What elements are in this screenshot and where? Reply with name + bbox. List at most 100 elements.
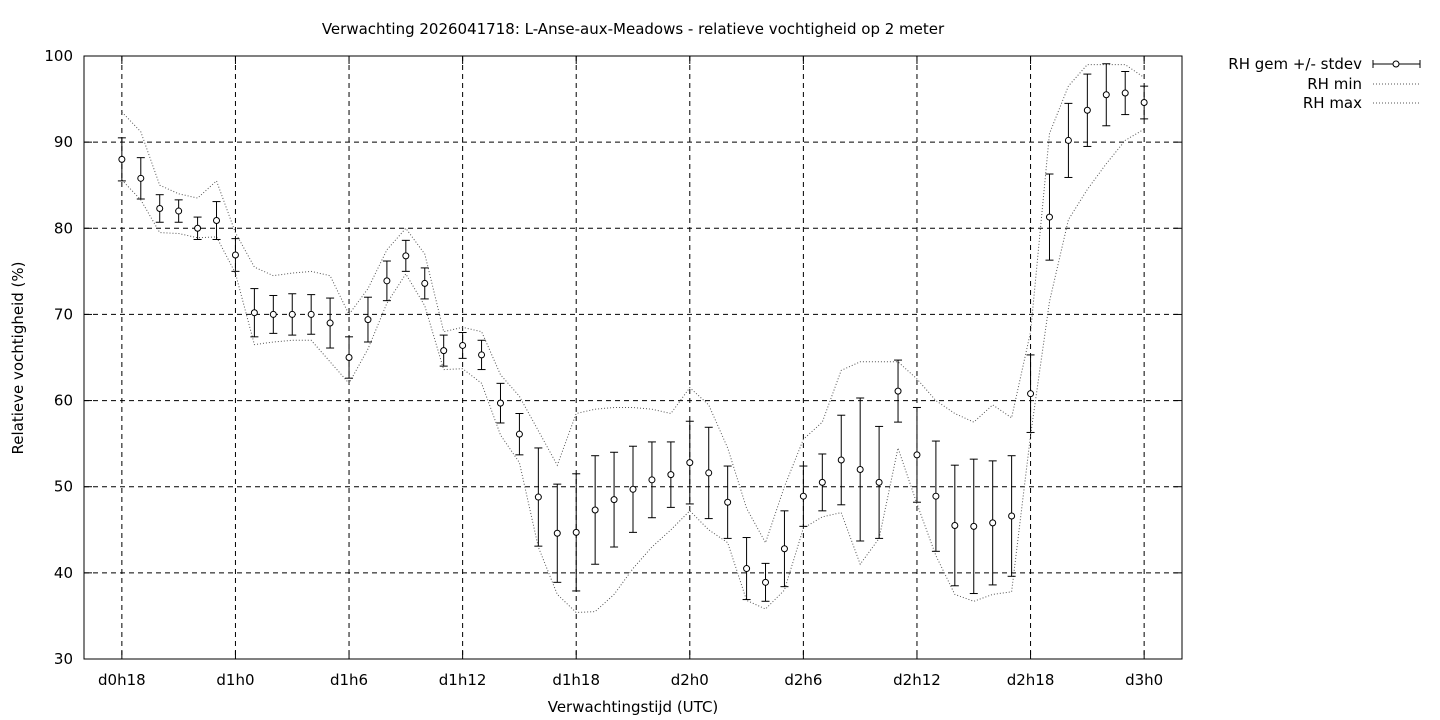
y-tick-label: 80 bbox=[54, 219, 73, 237]
error-bar-point bbox=[194, 217, 202, 239]
data-point bbox=[346, 355, 352, 361]
legend-label: RH max bbox=[1303, 94, 1362, 112]
data-point bbox=[138, 175, 144, 181]
data-point bbox=[725, 499, 731, 505]
data-point bbox=[630, 486, 636, 492]
data-point bbox=[744, 566, 750, 572]
data-point bbox=[535, 494, 541, 500]
error-bar-point bbox=[1121, 72, 1129, 115]
data-point bbox=[441, 348, 447, 354]
error-bar-point bbox=[288, 294, 296, 335]
error-bar-point bbox=[421, 268, 429, 299]
data-point bbox=[706, 470, 712, 476]
error-bar-point bbox=[1027, 355, 1035, 433]
data-point bbox=[1009, 513, 1015, 519]
error-bar-point bbox=[837, 415, 845, 505]
y-axis-label: Relatieve vochtigheid (%) bbox=[9, 261, 27, 454]
error-bar-point bbox=[610, 452, 618, 547]
x-axis: d0h18 d1h0 d1h6 d1h12 d1h18 d2h0 d2h6 d2h12 d2h1… bbox=[98, 56, 1163, 689]
data-point bbox=[857, 466, 863, 472]
error-bar-point bbox=[213, 202, 221, 240]
data-point bbox=[933, 493, 939, 499]
y-tick-label: 50 bbox=[54, 478, 73, 496]
error-bar-point bbox=[913, 407, 921, 502]
data-point bbox=[914, 452, 920, 458]
y-tick-label: 40 bbox=[54, 564, 73, 582]
error-bar-point bbox=[496, 383, 504, 423]
chart-title: Verwachting 2026041718: L-Anse-aux-Meado… bbox=[322, 20, 945, 38]
error-bar-point bbox=[970, 459, 978, 593]
x-tick-label: d2h18 bbox=[1007, 671, 1055, 689]
data-point bbox=[819, 479, 825, 485]
error-bar-point bbox=[667, 442, 675, 507]
x-tick-label: d1h18 bbox=[552, 671, 600, 689]
data-point bbox=[1084, 107, 1090, 113]
error-bar-point bbox=[1083, 74, 1091, 146]
data-point bbox=[895, 388, 901, 394]
data-point bbox=[403, 253, 409, 259]
data-point bbox=[365, 317, 371, 323]
data-point bbox=[308, 311, 314, 317]
error-bar-point bbox=[1008, 456, 1016, 577]
data-point bbox=[422, 280, 428, 286]
error-bar-point bbox=[250, 289, 258, 337]
data-point bbox=[497, 400, 503, 406]
x-tick-label: d2h0 bbox=[671, 671, 709, 689]
data-point bbox=[157, 205, 163, 211]
data-point bbox=[1028, 391, 1034, 397]
data-point bbox=[1122, 90, 1128, 96]
error-bar-point bbox=[856, 398, 864, 541]
data-point bbox=[668, 472, 674, 478]
error-bar-point bbox=[1045, 174, 1053, 260]
data-point bbox=[971, 523, 977, 529]
data-point bbox=[176, 208, 182, 214]
x-axis-label: Verwachtingstijd (UTC) bbox=[548, 698, 719, 716]
error-bar-point bbox=[1064, 103, 1072, 177]
error-bar-point bbox=[780, 511, 788, 587]
y-tick-label: 100 bbox=[44, 47, 73, 65]
x-tick-label: d1h0 bbox=[216, 671, 254, 689]
data-point bbox=[460, 342, 466, 348]
error-bar-point bbox=[799, 466, 807, 526]
error-bar-point bbox=[156, 195, 164, 223]
error-bar-point bbox=[231, 239, 239, 272]
data-point bbox=[952, 522, 958, 528]
data-point bbox=[214, 218, 220, 224]
x-tick-label: d2h12 bbox=[893, 671, 941, 689]
error-bar-point bbox=[534, 448, 542, 546]
data-point bbox=[289, 311, 295, 317]
data-point bbox=[611, 497, 617, 503]
error-bar-point bbox=[478, 340, 486, 369]
error-bar-point bbox=[894, 360, 902, 422]
data-point bbox=[1141, 100, 1147, 106]
legend-label: RH gem +/- stdev bbox=[1228, 55, 1362, 73]
legend-label: RH min bbox=[1307, 75, 1362, 93]
data-point bbox=[687, 460, 693, 466]
data-point bbox=[384, 278, 390, 284]
x-tick-label: d3h0 bbox=[1125, 671, 1163, 689]
data-point bbox=[270, 311, 276, 317]
data-point bbox=[573, 529, 579, 535]
data-point bbox=[781, 546, 787, 552]
error-bar-point bbox=[402, 240, 410, 271]
error-bar-point bbox=[364, 297, 372, 342]
data-point bbox=[479, 352, 485, 358]
data-point bbox=[327, 320, 333, 326]
data-point bbox=[232, 252, 238, 258]
data-point bbox=[1103, 92, 1109, 98]
data-point bbox=[195, 225, 201, 231]
error-bar-point bbox=[118, 138, 126, 181]
series-line-rh-min bbox=[122, 129, 1144, 612]
error-bar-point bbox=[724, 466, 732, 538]
error-bar-point bbox=[459, 333, 467, 359]
error-bar-point bbox=[175, 200, 183, 222]
error-bar-point bbox=[762, 563, 770, 601]
error-bar-point bbox=[705, 427, 713, 518]
error-bar-point bbox=[326, 298, 334, 348]
data-point bbox=[800, 493, 806, 499]
error-bar-point bbox=[648, 442, 656, 518]
data-point bbox=[554, 530, 560, 536]
data-point bbox=[119, 156, 125, 162]
data-point bbox=[592, 507, 598, 513]
